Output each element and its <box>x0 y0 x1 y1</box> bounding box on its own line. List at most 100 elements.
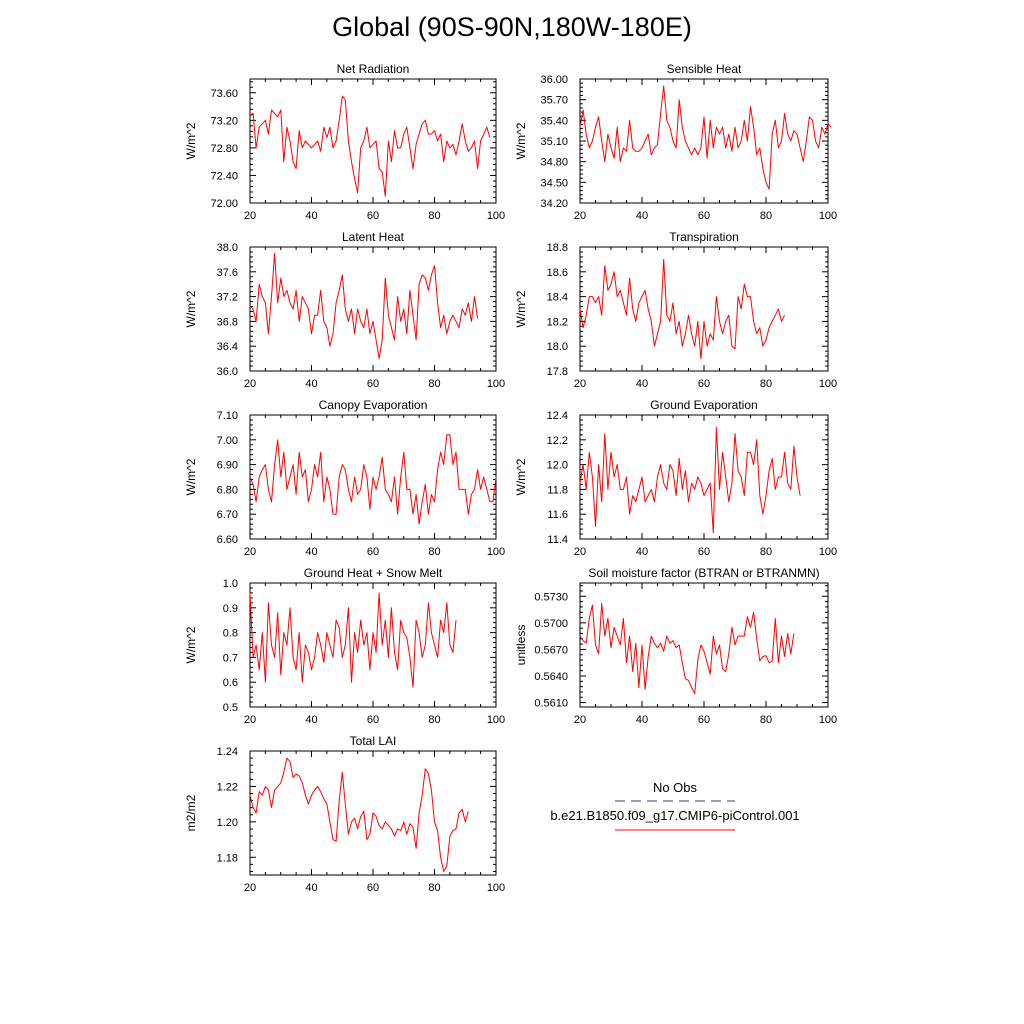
x-tick-label: 80 <box>428 882 440 894</box>
y-tick-label: 11.4 <box>547 534 568 546</box>
series-line <box>579 602 795 695</box>
y-tick-label: 18.2 <box>547 316 568 328</box>
legend-model-label: b.e21.B1850.f09_g17.CMIP6-piControl.001 <box>550 808 799 823</box>
y-tick-label: 0.9 <box>223 603 238 615</box>
series-line <box>249 757 469 872</box>
y-tick-label: 12.0 <box>547 460 568 472</box>
y-tick-label: 7.00 <box>217 435 238 447</box>
figure-title: Global (90S-90N,180W-180E) <box>332 12 692 42</box>
y-tick-label: 73.20 <box>210 115 238 127</box>
y-tick-label: 1.22 <box>217 781 238 793</box>
y-tick-label: 34.80 <box>540 157 568 169</box>
panel-4: Transpiration W/m^2 20 40 60 80 100 17.8 18.0 18.… <box>514 230 837 390</box>
y-tick-label: 18.6 <box>547 267 568 279</box>
series-line <box>579 85 832 190</box>
panel-3: Latent Heat W/m^2 20 40 60 80 100 36.0 36.4 36.8 3… <box>184 230 505 390</box>
y-axis-label: m2/m2 <box>184 794 198 831</box>
y-tick-label: 0.5610 <box>534 698 568 710</box>
plot-frame <box>579 246 829 372</box>
x-tick-label: 100 <box>487 378 505 390</box>
y-tick-label: 0.5 <box>223 702 238 714</box>
y-tick-label: 6.90 <box>217 460 238 472</box>
x-tick-label: 40 <box>305 378 317 390</box>
y-tick-label: 6.60 <box>217 534 238 546</box>
x-tick-label: 80 <box>760 714 772 726</box>
x-tick-label: 80 <box>760 210 772 222</box>
panel-title: Soil moisture factor (BTRAN or BTRANMN) <box>588 566 819 580</box>
x-tick-label: 60 <box>698 546 710 558</box>
y-tick-label: 72.80 <box>210 143 238 155</box>
legend-obs-label: No Obs <box>653 780 698 795</box>
x-tick-label: 80 <box>760 378 772 390</box>
y-tick-label: 36.00 <box>540 74 568 86</box>
x-tick-label: 60 <box>367 378 379 390</box>
y-tick-label: 7.10 <box>217 410 238 422</box>
panel-title: Ground Heat + Snow Melt <box>304 566 443 580</box>
x-tick-label: 80 <box>428 714 440 726</box>
panel-title: Transpiration <box>669 230 739 244</box>
y-tick-label: 6.80 <box>217 484 238 496</box>
x-tick-label: 80 <box>428 210 440 222</box>
y-tick-label: 37.6 <box>217 267 238 279</box>
x-tick-label: 40 <box>305 714 317 726</box>
x-tick-label: 20 <box>244 210 256 222</box>
x-tick-label: 100 <box>487 546 505 558</box>
y-tick-label: 1.24 <box>217 746 238 758</box>
y-axis-label: W/m^2 <box>514 458 528 495</box>
panel-title: Canopy Evaporation <box>319 398 428 412</box>
series-line <box>249 592 457 688</box>
y-axis-label: W/m^2 <box>184 458 198 495</box>
y-axis-label: W/m^2 <box>184 626 198 663</box>
x-tick-label: 100 <box>487 210 505 222</box>
y-tick-label: 0.8 <box>223 628 238 640</box>
y-tick-label: 34.50 <box>540 177 568 189</box>
series-line <box>579 426 801 534</box>
y-tick-label: 1.0 <box>223 578 238 590</box>
x-tick-label: 20 <box>244 714 256 726</box>
y-tick-label: 36.0 <box>217 366 238 378</box>
y-tick-label: 18.8 <box>547 242 568 254</box>
x-tick-label: 100 <box>487 882 505 894</box>
x-tick-label: 40 <box>305 882 317 894</box>
y-tick-label: 73.60 <box>210 88 238 100</box>
panel-8: Soil moisture factor (BTRAN or BTRANMN) u… <box>514 566 837 726</box>
y-tick-label: 36.8 <box>217 316 238 328</box>
x-tick-label: 20 <box>244 378 256 390</box>
x-tick-label: 20 <box>574 210 586 222</box>
y-tick-label: 1.20 <box>217 817 238 829</box>
x-tick-label: 60 <box>367 714 379 726</box>
x-tick-label: 20 <box>574 546 586 558</box>
panel-title: Sensible Heat <box>667 62 742 76</box>
y-tick-label: 18.0 <box>547 341 568 353</box>
series-line <box>579 258 786 360</box>
panel-9: Total LAI m2/m2 20 40 60 80 100 1.18 1.20 1.22 1.2… <box>184 734 505 894</box>
panel-2: Sensible Heat W/m^2 20 40 60 80 100 34.20 34.50 3… <box>514 62 837 222</box>
panel-title: Net Radiation <box>337 62 410 76</box>
series-line <box>249 95 491 197</box>
y-tick-label: 12.4 <box>547 410 568 422</box>
x-tick-label: 40 <box>305 546 317 558</box>
x-tick-label: 80 <box>760 546 772 558</box>
x-tick-label: 100 <box>819 210 837 222</box>
y-tick-label: 0.7 <box>223 652 238 664</box>
x-tick-label: 80 <box>428 546 440 558</box>
x-tick-label: 40 <box>636 210 648 222</box>
x-tick-label: 20 <box>574 378 586 390</box>
panel-5: Canopy Evaporation W/m^2 20 40 60 80 100 6.60 6.… <box>184 398 505 558</box>
y-tick-label: 12.2 <box>547 435 568 447</box>
x-tick-label: 100 <box>487 714 505 726</box>
x-tick-label: 60 <box>698 714 710 726</box>
panel-title: Latent Heat <box>342 230 405 244</box>
y-tick-label: 18.4 <box>547 292 568 304</box>
panel-title: Total LAI <box>350 734 397 748</box>
x-tick-label: 40 <box>305 210 317 222</box>
series-line <box>249 252 479 360</box>
y-tick-label: 6.70 <box>217 509 238 521</box>
y-tick-label: 37.2 <box>217 292 238 304</box>
x-tick-label: 20 <box>574 714 586 726</box>
x-tick-label: 40 <box>636 378 648 390</box>
x-tick-label: 40 <box>636 714 648 726</box>
y-tick-label: 35.70 <box>540 95 568 107</box>
legend: No Obs b.e21.B1850.f09_g17.CMIP6-piContr… <box>550 780 800 831</box>
y-tick-label: 1.18 <box>217 852 238 864</box>
